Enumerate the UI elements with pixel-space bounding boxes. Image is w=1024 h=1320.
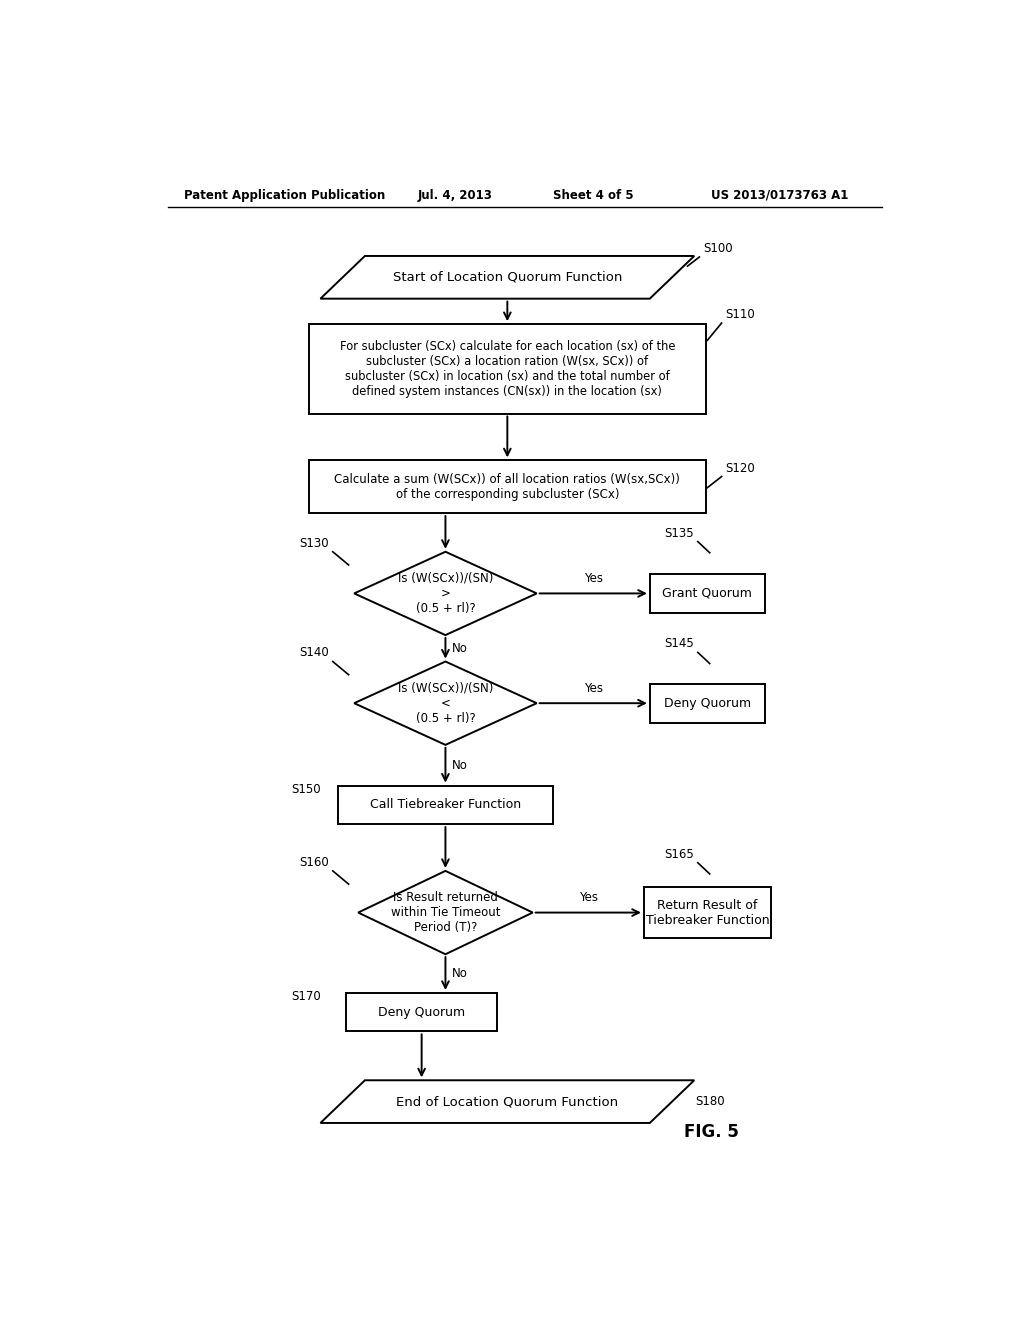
Text: Grant Quorum: Grant Quorum [663,587,753,599]
Text: For subcluster (SCx) calculate for each location (sx) of the
subcluster (SCx) a : For subcluster (SCx) calculate for each … [340,339,675,397]
Text: Yes: Yes [579,891,598,904]
Text: End of Location Quorum Function: End of Location Quorum Function [396,1096,618,1107]
Text: S170: S170 [291,990,321,1003]
Text: Is Result returned
within Tie Timeout
Period (T)?: Is Result returned within Tie Timeout Pe… [391,891,500,935]
Polygon shape [321,256,694,298]
Text: Is (W(SCx))/(SN)
<
(0.5 + rl)?: Is (W(SCx))/(SN) < (0.5 + rl)? [397,681,494,725]
Text: Calculate a sum (W(SCx)) of all location ratios (W(sx,SCx))
of the corresponding: Calculate a sum (W(SCx)) of all location… [335,473,680,500]
Text: Deny Quorum: Deny Quorum [378,1006,465,1019]
Text: S165: S165 [665,847,694,861]
FancyBboxPatch shape [338,785,553,824]
FancyBboxPatch shape [650,684,765,722]
Text: Start of Location Quorum Function: Start of Location Quorum Function [392,271,622,284]
Text: No: No [452,642,468,655]
Text: S160: S160 [299,855,329,869]
FancyBboxPatch shape [644,887,771,939]
Polygon shape [354,661,537,744]
Polygon shape [321,1080,694,1123]
Text: S110: S110 [726,308,756,321]
Text: Is (W(SCx))/(SN)
>
(0.5 + rl)?: Is (W(SCx))/(SN) > (0.5 + rl)? [397,572,494,615]
Text: No: No [452,759,468,772]
Text: No: No [452,968,468,979]
Text: S145: S145 [665,638,694,651]
Text: S100: S100 [703,242,733,255]
Text: S180: S180 [695,1096,725,1107]
FancyBboxPatch shape [309,461,706,513]
Text: S120: S120 [726,462,756,474]
Text: S130: S130 [299,537,329,549]
Text: Yes: Yes [584,682,603,696]
Polygon shape [354,552,537,635]
Text: Call Tiebreaker Function: Call Tiebreaker Function [370,799,521,812]
Text: Sheet 4 of 5: Sheet 4 of 5 [553,189,633,202]
Text: FIG. 5: FIG. 5 [684,1123,738,1140]
Text: Deny Quorum: Deny Quorum [664,697,751,710]
FancyBboxPatch shape [650,574,765,612]
Polygon shape [358,871,532,954]
Text: S150: S150 [291,783,321,796]
Text: Patent Application Publication: Patent Application Publication [183,189,385,202]
FancyBboxPatch shape [346,993,497,1031]
Text: S135: S135 [665,527,694,540]
Text: Jul. 4, 2013: Jul. 4, 2013 [418,189,493,202]
Text: Yes: Yes [584,573,603,585]
FancyBboxPatch shape [309,325,706,413]
Text: S140: S140 [299,647,329,660]
Text: US 2013/0173763 A1: US 2013/0173763 A1 [712,189,849,202]
Text: Return Result of
Tiebreaker Function: Return Result of Tiebreaker Function [645,899,769,927]
